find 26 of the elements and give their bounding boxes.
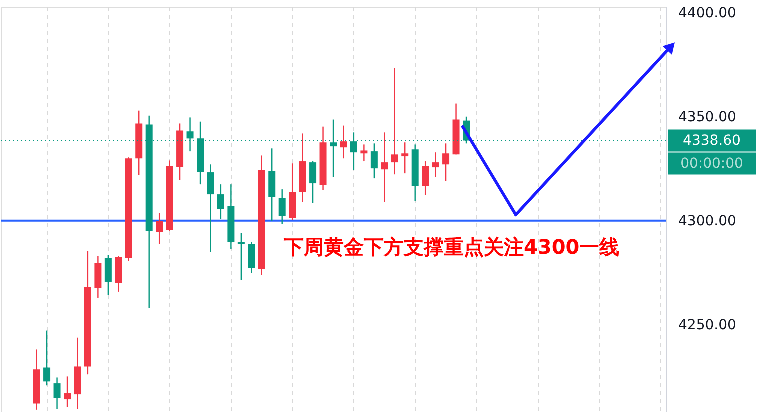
- candlestick: [104, 254, 112, 296]
- candlestick: [217, 184, 224, 220]
- candlestick: [64, 376, 71, 408]
- y-tick-label: 4350.00: [678, 110, 736, 126]
- candlestick: [360, 144, 368, 162]
- candlestick: [310, 160, 317, 204]
- candlestick: [422, 160, 430, 196]
- text: 00:00:00: [680, 156, 744, 172]
- y-tick-label: 4250.00: [678, 317, 736, 334]
- candlestick: [248, 242, 256, 274]
- candlestick: [156, 212, 164, 245]
- candlestick: [391, 67, 398, 176]
- candlestick: [54, 377, 61, 410]
- candlestick: [432, 152, 440, 178]
- candlestick: [370, 143, 378, 180]
- candlestick: [402, 142, 409, 174]
- candlestick: [44, 330, 51, 386]
- y-tick-label: 4400.00: [678, 6, 736, 22]
- candlestick: [340, 125, 348, 160]
- ref-line-label: 4338.60: [683, 132, 741, 149]
- candlestick: [381, 132, 388, 204]
- candlestick: [442, 143, 450, 182]
- annotation: 下周黄金下方支撑重点关注4300一线: [283, 235, 620, 259]
- candlestick: [278, 188, 286, 225]
- candlestick: [207, 164, 214, 253]
- y-tick-label: 4300.00: [678, 213, 736, 230]
